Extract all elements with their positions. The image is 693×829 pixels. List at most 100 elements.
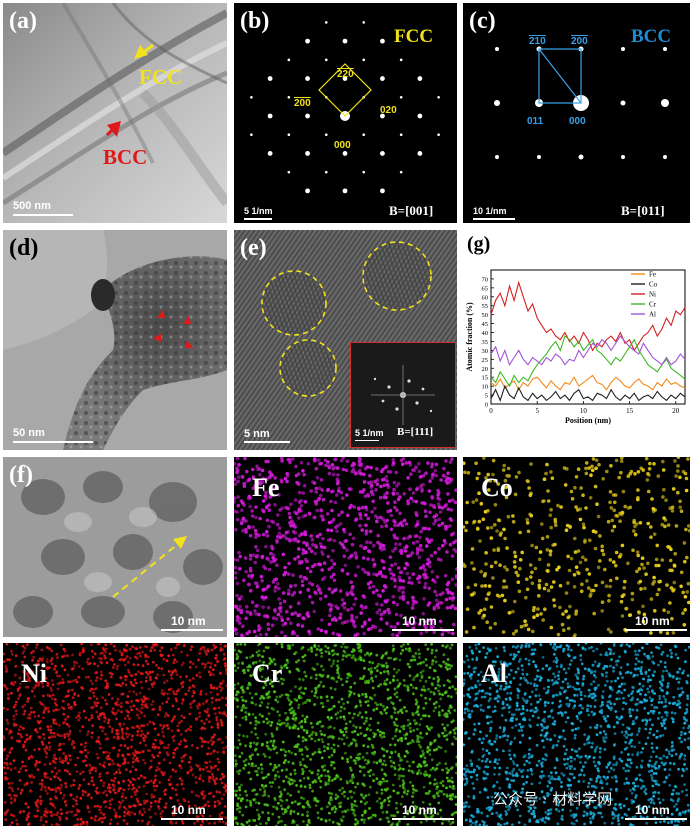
eds-signal-dot [158, 781, 162, 784]
eds-signal-dot [317, 644, 321, 648]
eds-signal-dot [282, 721, 286, 725]
eds-signal-dot [268, 781, 272, 784]
eds-signal-dot [376, 721, 380, 725]
eds-signal-dot [405, 709, 408, 713]
eds-signal-dot [154, 800, 157, 803]
eds-signal-dot [152, 643, 155, 646]
eds-signal-dot [307, 803, 310, 807]
eds-signal-dot [406, 823, 410, 826]
eds-signal-dot [375, 653, 379, 657]
eds-signal-dot [216, 799, 220, 803]
eds-signal-dot [392, 480, 397, 485]
eds-signal-dot [652, 462, 656, 466]
eds-signal-dot [610, 528, 615, 533]
eds-signal-dot [30, 781, 33, 784]
panel-d-red-arrows [153, 310, 193, 348]
eds-signal-dot [648, 461, 652, 466]
eds-signal-dot [21, 660, 24, 664]
eds-signal-dot [246, 496, 251, 501]
eds-signal-dot [343, 620, 347, 625]
eds-signal-dot [346, 513, 350, 518]
eds-signal-dot [681, 611, 685, 615]
eds-signal-dot [442, 539, 447, 543]
eds-signal-dot [102, 800, 106, 804]
eds-signal-dot [166, 746, 170, 750]
eds-signal-dot [126, 714, 130, 718]
eds-signal-dot [104, 789, 107, 793]
eds-signal-dot [285, 798, 289, 802]
eds-signal-dot [46, 681, 50, 685]
eds-signal-dot [161, 653, 164, 657]
eds-signal-dot [381, 810, 385, 814]
eds-signal-dot [249, 721, 252, 725]
eds-signal-dot [205, 766, 209, 769]
eds-signal-dot [143, 802, 147, 805]
eds-signal-dot [81, 822, 85, 825]
eds-signal-dot [525, 577, 529, 581]
eds-signal-dot [154, 812, 157, 815]
eds-signal-dot [333, 767, 336, 770]
eds-signal-dot [179, 766, 183, 770]
eds-signal-dot [345, 680, 349, 683]
eds-signal-dot [115, 732, 119, 736]
eds-signal-dot [243, 457, 247, 461]
eds-signal-dot [161, 727, 164, 731]
eds-signal-dot [43, 775, 47, 779]
eds-signal-dot [108, 799, 112, 803]
eds-signal-dot [210, 736, 214, 739]
eds-signal-dot [236, 705, 240, 708]
eds-signal-dot [339, 715, 343, 719]
eds-signal-dot [437, 517, 441, 522]
eds-signal-dot [214, 645, 218, 649]
eds-signal-dot [357, 643, 361, 645]
eds-signal-dot [601, 477, 605, 481]
eds-signal-dot [398, 682, 402, 686]
eds-signal-dot [248, 504, 252, 509]
eds-signal-dot [338, 805, 342, 809]
eds-signal-dot [438, 619, 443, 624]
eds-signal-dot [74, 763, 77, 767]
eds-signal-dot [68, 772, 72, 776]
eds-signal-dot [225, 703, 227, 707]
eds-signal-dot [85, 756, 88, 759]
eds-signal-dot [559, 505, 563, 509]
eds-signal-dot [673, 459, 677, 463]
eds-signal-dot [580, 582, 584, 587]
eds-signal-dot [35, 643, 39, 647]
eds-signal-dot [485, 479, 490, 483]
eds-signal-dot [257, 467, 262, 471]
eds-signal-dot [100, 673, 104, 677]
eds-signal-dot [246, 686, 249, 690]
eds-signal-dot [16, 822, 19, 826]
eds-signal-dot [403, 549, 408, 553]
eds-signal-dot [172, 692, 176, 696]
eds-signal-dot [308, 734, 311, 738]
panel-a-scale-bar [13, 214, 73, 216]
eds-signal-dot [317, 775, 321, 779]
eds-signal-dot [279, 790, 282, 794]
eds-signal-dot [105, 647, 108, 651]
eds-signal-dot [422, 760, 426, 764]
eds-signal-dot [144, 653, 148, 657]
eds-signal-dot [684, 527, 688, 532]
eds-signal-dot [448, 779, 451, 783]
eds-signal-dot [62, 752, 65, 755]
eds-signal-dot [277, 775, 281, 779]
eds-signal-dot [450, 577, 455, 582]
eds-signal-dot [269, 762, 272, 766]
eds-signal-dot [291, 725, 295, 729]
eds-signal-dot [654, 557, 659, 562]
eds-signal-dot [335, 529, 339, 533]
eds-signal-dot [162, 725, 166, 728]
eds-signal-dot [25, 738, 29, 741]
series-line-co [490, 384, 686, 402]
eds-signal-dot [362, 546, 367, 550]
eds-signal-dot [341, 786, 344, 790]
eds-signal-dot [234, 527, 238, 532]
eds-signal-dot [311, 543, 315, 547]
eds-signal-dot [29, 734, 33, 738]
eds-signal-dot [431, 659, 435, 662]
eds-signal-dot [592, 611, 596, 616]
eds-signal-dot [447, 709, 451, 713]
eds-signal-dot [422, 572, 426, 577]
